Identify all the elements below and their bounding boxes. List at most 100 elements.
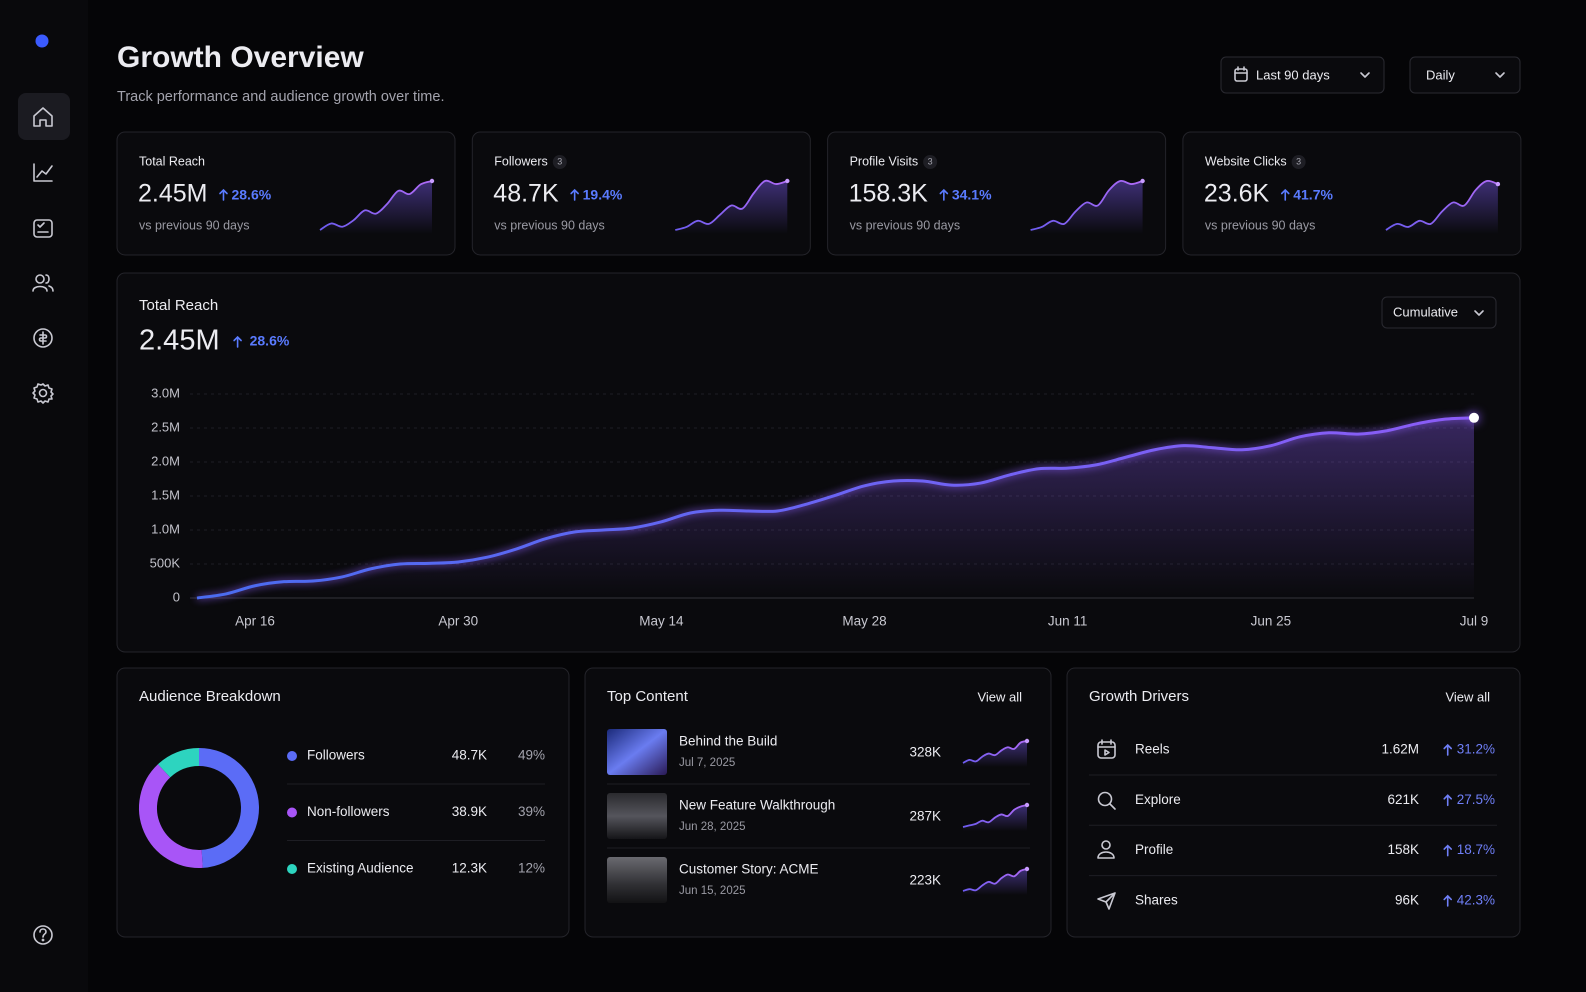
sparkline-end bbox=[1140, 178, 1145, 184]
driver-value: 158K bbox=[1387, 842, 1419, 857]
x-tick-label: Jun 25 bbox=[1251, 614, 1292, 629]
up-arrow bbox=[233, 335, 242, 348]
kpi-label: Followers bbox=[494, 154, 548, 168]
kpi-note: vs previous 90 days bbox=[494, 218, 604, 232]
up-arrow bbox=[1443, 844, 1453, 857]
end-point bbox=[1469, 412, 1479, 423]
nav-monetization[interactable] bbox=[33, 328, 53, 348]
x-tick-label: Jul 9 bbox=[1460, 614, 1489, 629]
sparkline bbox=[962, 868, 1028, 892]
content-views: 328K bbox=[909, 745, 941, 760]
kpi-change: 19.4% bbox=[583, 187, 623, 203]
sparkline-end bbox=[785, 178, 790, 184]
up-arrow bbox=[1443, 794, 1453, 807]
kpi-change: 28.6% bbox=[231, 187, 271, 203]
driver-change: 27.5% bbox=[1457, 792, 1495, 807]
view-all-link[interactable]: View all bbox=[977, 689, 1022, 704]
content-date: Jun 28, 2025 bbox=[679, 821, 746, 833]
profile-icon bbox=[1097, 840, 1115, 859]
nav-help[interactable] bbox=[33, 925, 53, 945]
range-label: Last 90 days bbox=[1256, 67, 1330, 82]
y-tick-label: 1.0M bbox=[151, 521, 180, 536]
driver-name: Profile bbox=[1135, 842, 1173, 857]
up-arrow bbox=[939, 188, 949, 201]
area bbox=[197, 417, 1474, 598]
chevron bbox=[1474, 310, 1484, 316]
sparkline-fill bbox=[1385, 180, 1498, 234]
sidebar bbox=[0, 0, 88, 992]
interval-label: Daily bbox=[1426, 67, 1455, 82]
nav-audience[interactable] bbox=[32, 274, 54, 292]
mode-label: Cumulative bbox=[1393, 304, 1458, 319]
y-tick-label: 500K bbox=[150, 555, 181, 570]
sparkline-end bbox=[1024, 866, 1030, 872]
audience-title: Audience Breakdown bbox=[139, 688, 281, 705]
kpi-note: vs previous 90 days bbox=[1205, 218, 1315, 232]
calendar-icon bbox=[1234, 66, 1248, 82]
x-tick-label: May 14 bbox=[639, 614, 684, 629]
x-tick-label: May 28 bbox=[842, 614, 886, 629]
legend-dot bbox=[287, 751, 297, 761]
up-arrow bbox=[570, 188, 579, 201]
chevron bbox=[1495, 72, 1505, 78]
kpi-note: vs previous 90 days bbox=[850, 218, 960, 232]
sparkline-fill bbox=[675, 180, 788, 234]
kpi-badge bbox=[1291, 155, 1306, 169]
driver-value: 96K bbox=[1395, 892, 1419, 907]
legend-share: 39% bbox=[518, 804, 545, 819]
legend-count: 38.9K bbox=[452, 804, 487, 819]
kpi-value: 23.6K bbox=[1204, 180, 1270, 208]
explore-icon bbox=[1097, 791, 1116, 810]
donut-segment bbox=[139, 764, 203, 868]
legend-count: 48.7K bbox=[452, 748, 487, 763]
range-select[interactable] bbox=[1220, 56, 1385, 94]
content-views: 223K bbox=[909, 873, 941, 888]
audience-card bbox=[116, 667, 570, 938]
interval-select[interactable] bbox=[1409, 56, 1521, 94]
thumbnail bbox=[607, 729, 667, 775]
nav-analytics[interactable] bbox=[33, 163, 53, 182]
view-all-link[interactable]: View all bbox=[1445, 689, 1490, 704]
nav-active[interactable] bbox=[18, 93, 70, 140]
thumbnail bbox=[607, 793, 667, 839]
kpi-badge-count: 3 bbox=[557, 156, 562, 166]
top-content-card bbox=[584, 667, 1052, 938]
nav-settings[interactable] bbox=[32, 383, 54, 404]
kpi-change: 34.1% bbox=[952, 187, 992, 203]
y-tick-label: 0 bbox=[173, 589, 180, 604]
nav-reports[interactable] bbox=[33, 219, 53, 238]
x-tick-label: Jun 11 bbox=[1048, 614, 1088, 629]
legend-share: 49% bbox=[518, 748, 545, 763]
content-date: Jun 15, 2025 bbox=[679, 885, 746, 897]
kpi-value: 48.7K bbox=[493, 180, 559, 208]
driver-change: 31.2% bbox=[1457, 742, 1495, 757]
donut-segment bbox=[198, 748, 259, 868]
content-title: Behind the Build bbox=[679, 734, 777, 749]
line bbox=[196, 416, 1475, 600]
y-tick-label: 1.5M bbox=[151, 487, 180, 502]
page-subtitle: Track performance and audience growth ov… bbox=[117, 89, 444, 105]
legend-dot bbox=[287, 864, 297, 874]
mode-select[interactable] bbox=[1381, 296, 1497, 329]
reels-icon bbox=[1097, 739, 1116, 759]
chart-change: 28.6% bbox=[250, 333, 290, 349]
kpi-value: 158.3K bbox=[849, 180, 929, 208]
up-arrow bbox=[1443, 743, 1453, 756]
content-views: 287K bbox=[909, 809, 941, 824]
logo bbox=[35, 34, 49, 48]
x-tick-label: Apr 30 bbox=[438, 614, 478, 629]
sparkline-end bbox=[429, 178, 435, 184]
growth-drivers-card bbox=[1066, 667, 1521, 938]
kpi-badge bbox=[552, 155, 567, 169]
nav-home[interactable] bbox=[33, 107, 53, 127]
driver-value: 621K bbox=[1387, 792, 1419, 807]
legend-name: Non-followers bbox=[307, 804, 390, 819]
y-tick-label: 2.5M bbox=[151, 419, 180, 434]
sparkline-end bbox=[1495, 181, 1501, 187]
legend-share: 12% bbox=[518, 861, 545, 876]
sparkline-end bbox=[1024, 738, 1030, 744]
growth-drivers-title: Growth Drivers bbox=[1089, 688, 1189, 705]
chevron bbox=[1360, 72, 1370, 78]
kpi-value: 2.45M bbox=[138, 180, 207, 208]
